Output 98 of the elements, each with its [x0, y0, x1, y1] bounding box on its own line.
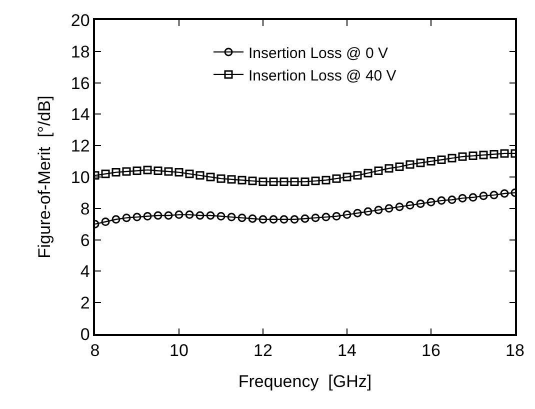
point — [426, 198, 436, 206]
point — [479, 192, 488, 200]
point — [395, 202, 404, 212]
y-tick-label: 16 — [70, 74, 90, 93]
point — [238, 176, 246, 184]
point — [154, 166, 162, 175]
point — [112, 215, 120, 224]
point — [332, 212, 341, 220]
point — [374, 206, 383, 214]
point — [500, 149, 509, 158]
point — [353, 208, 362, 218]
point — [143, 166, 152, 174]
point — [258, 177, 268, 186]
legend-label: Insertion Loss @ 40 V — [248, 67, 396, 84]
point — [216, 212, 226, 220]
point — [490, 190, 498, 200]
point — [238, 214, 246, 222]
point — [174, 210, 184, 219]
y-tick-label: 0 — [80, 324, 90, 344]
point — [311, 176, 320, 186]
point — [395, 162, 404, 172]
x-axis-title: Frequency [GHz] — [238, 372, 372, 392]
y-tick-label: 14 — [70, 105, 90, 124]
y-axis-title: Figure-of-Merit [°/dB] — [34, 96, 54, 258]
point — [290, 215, 299, 224]
point — [353, 171, 362, 180]
point — [300, 214, 310, 223]
point — [290, 177, 299, 186]
point — [164, 167, 173, 176]
point — [416, 158, 425, 168]
point — [101, 218, 110, 226]
point — [374, 166, 383, 175]
point — [416, 199, 425, 208]
point — [406, 201, 414, 210]
x-tick-label: 12 — [254, 341, 272, 360]
point — [342, 172, 352, 182]
point — [364, 168, 372, 178]
point — [311, 214, 320, 222]
point — [196, 211, 204, 220]
point — [269, 177, 278, 186]
point — [458, 152, 467, 161]
point — [101, 170, 110, 178]
point — [322, 212, 330, 222]
point — [185, 210, 194, 219]
point — [406, 160, 414, 169]
point — [280, 177, 288, 186]
point — [132, 212, 142, 222]
point — [122, 167, 131, 176]
y-tick-label: 20 — [70, 10, 90, 30]
y-tick-label: 10 — [70, 168, 90, 187]
point — [384, 164, 394, 173]
y-tick-label: 6 — [80, 230, 90, 250]
x-tick-label: 14 — [338, 341, 356, 360]
point — [280, 215, 288, 224]
y-tick-label: 8 — [80, 199, 90, 218]
point — [185, 170, 194, 178]
point — [426, 157, 436, 166]
point — [196, 171, 204, 180]
point — [269, 215, 278, 224]
point — [322, 176, 330, 184]
y-tick-label: 4 — [80, 262, 90, 282]
point — [216, 174, 226, 183]
point — [132, 166, 142, 175]
point — [143, 212, 152, 220]
x-tick-label: 16 — [422, 341, 440, 360]
x-tick-label: 18 — [506, 341, 524, 360]
point — [448, 196, 456, 204]
point — [258, 215, 268, 224]
point — [458, 194, 467, 202]
x-tick-label: 10 — [170, 341, 188, 360]
point — [490, 150, 498, 158]
point — [437, 155, 446, 164]
point — [384, 204, 394, 213]
point — [332, 174, 341, 183]
legend-label: Insertion Loss @ 0 V — [248, 44, 388, 62]
point — [364, 207, 372, 216]
y-tick-label: 18 — [70, 42, 90, 62]
y-tick-label: 12 — [70, 136, 90, 156]
point — [437, 196, 446, 205]
point — [154, 211, 162, 220]
point — [248, 214, 257, 223]
point — [448, 154, 456, 162]
point — [342, 210, 352, 219]
point — [174, 168, 184, 177]
point — [227, 175, 236, 184]
point — [468, 193, 478, 202]
point — [248, 176, 257, 186]
point — [227, 212, 236, 222]
point — [479, 150, 488, 160]
point — [300, 177, 310, 186]
point — [468, 152, 478, 160]
point — [500, 189, 509, 198]
point — [164, 211, 173, 220]
y-tick-label: 2 — [80, 294, 90, 313]
point — [112, 168, 120, 177]
point — [122, 214, 131, 222]
point — [206, 211, 215, 220]
point — [206, 172, 215, 182]
